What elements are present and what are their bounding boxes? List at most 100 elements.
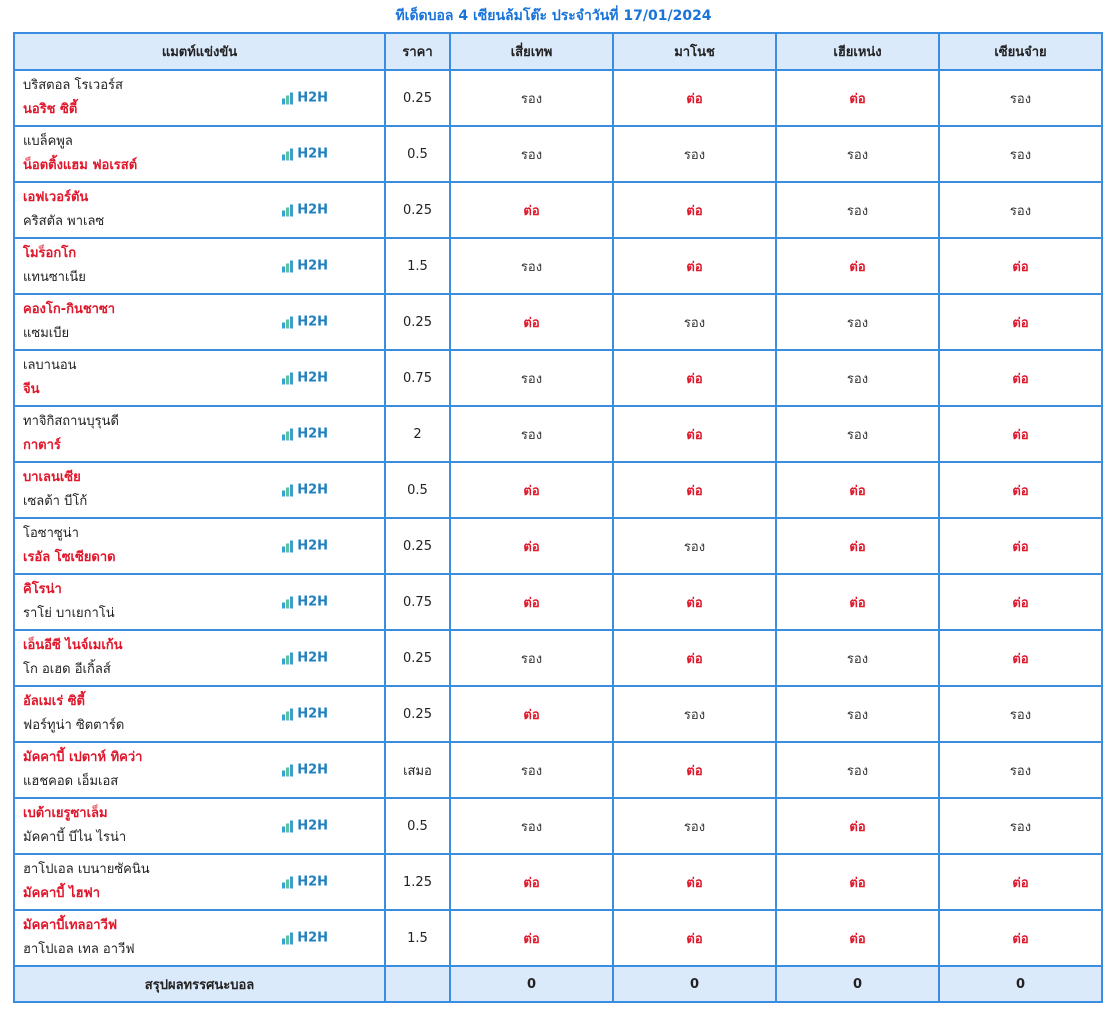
away-team-link[interactable]: มัคคาบี้ ไฮฟา [23,886,101,901]
home-team-link[interactable]: โมร็อกโก [23,246,77,261]
expert-pick: ต่อ [938,573,1103,631]
handicap-price: 1.5 [384,237,451,295]
h2h-label: H2H [297,874,328,890]
away-team-link[interactable]: นอริช ซิตี้ [23,102,78,117]
home-team-link[interactable]: เอฟเวอร์ตัน [23,190,89,205]
table-row: มัคคาบี้เทลอาวีฟ ฮาโปเอล เทล อาวีฟ H2H 1.5 ต… [13,909,1103,967]
home-team-link[interactable]: เอ็นอีซี ไนจ์เมเก้น [23,638,123,653]
match-cell: บาเลนเซียเซลต้า บีโก้ H2H [13,461,386,519]
home-team-link[interactable]: มัคคาบี้เทลอาวีฟ [23,918,118,933]
away-team-link[interactable]: แทนซาเนีย [23,270,86,285]
away-team-link[interactable]: แฮชคอด เอ็มเอส [23,774,119,789]
h2h-label: H2H [297,706,328,722]
expert-pick: รอง [449,741,614,799]
match-cell: เบต้าเยรูซาเล็มมัคคาบี้ บีไน ไรน่า H2H [13,797,386,855]
home-team-link[interactable]: เบต้าเยรูซาเล็ม [23,806,108,821]
home-team-link[interactable]: โอซาซูน่า [23,526,79,541]
expert-pick: รอง [449,69,614,127]
home-team-link[interactable]: ฮาโปเอล เบนายซัคนิน [23,862,150,877]
handicap-price: 0.25 [384,181,451,239]
home-team-link[interactable]: แบล็คพูล [23,134,73,149]
expert-pick: ต่อ [612,349,777,407]
h2h-link[interactable]: H2H [282,539,328,554]
h2h-link[interactable]: H2H [282,315,328,330]
h2h-label: H2H [297,594,328,610]
expert-pick: รอง [938,125,1103,183]
summary-score: 0 [775,965,940,1003]
h2h-link[interactable]: H2H [282,147,328,162]
away-team-link[interactable]: จีน [23,382,40,397]
h2h-link[interactable]: H2H [282,371,328,386]
home-team-link[interactable]: มัคคาบี้ เปตาห์ ทิคว่า [23,750,143,765]
handicap-price: 0.75 [384,573,451,631]
expert-pick: ต่อ [449,573,614,631]
expert-pick: ต่อ [612,461,777,519]
h2h-link[interactable]: H2H [282,651,328,666]
h2h-link[interactable]: H2H [282,595,328,610]
table-row: เลบานอน จีน H2H 0.75 รอง ต่อ รอง ต่อ [13,349,1103,407]
away-team-link[interactable]: ราโย่ บาเยกาโน่ [23,606,115,621]
match-cell: เลบานอนจีน H2H [13,349,386,407]
expert-pick: ต่อ [938,517,1103,575]
home-team-link[interactable]: คองโก-กินชาซา [23,302,116,317]
away-team-link[interactable]: คริสตัล พาเลซ [23,214,105,229]
away-team-link[interactable]: ฮาโปเอล เทล อาวีฟ [23,942,135,957]
h2h-link[interactable]: H2H [282,819,328,834]
expert-pick: ต่อ [938,853,1103,911]
h2h-link[interactable]: H2H [282,875,328,890]
expert-pick: ต่อ [449,181,614,239]
expert-pick: รอง [612,125,777,183]
bar-chart-icon [282,708,294,720]
home-team-link[interactable]: คิโรน่า [23,582,62,597]
expert-pick: ต่อ [775,573,940,631]
handicap-price: 2 [384,405,451,463]
expert-pick: รอง [449,629,614,687]
h2h-link[interactable]: H2H [282,203,328,218]
handicap-price: 0.5 [384,125,451,183]
expert-pick: ต่อ [449,685,614,743]
away-team-link[interactable]: เรอัล โซเซียดาด [23,550,116,565]
h2h-link[interactable]: H2H [282,259,328,274]
h2h-link[interactable]: H2H [282,91,328,106]
table-row: ฮาโปเอล เบนายซัคนิน มัคคาบี้ ไฮฟา H2H 1.25 ต… [13,853,1103,911]
h2h-label: H2H [297,818,328,834]
h2h-link[interactable]: H2H [282,931,328,946]
expert-pick: ต่อ [938,237,1103,295]
summary-score: 0 [449,965,614,1003]
h2h-link[interactable]: H2H [282,483,328,498]
home-team-link[interactable]: บริสตอล โรเวอร์ส [23,78,123,93]
table-row: บาเลนเซีย เซลต้า บีโก้ H2H 0.5 ต่อ ต่อ ต่อ ต่อ [13,461,1103,519]
expert-pick: รอง [775,181,940,239]
expert-pick: ต่อ [938,293,1103,351]
away-team-link[interactable]: แซมเบีย [23,326,70,341]
h2h-label: H2H [297,538,328,554]
away-team-link[interactable]: โก อเฮด อีเกิ้ลส์ [23,662,111,677]
h2h-link[interactable]: H2H [282,707,328,722]
away-team-link[interactable]: น็อตติ้งแฮม ฟอเรสต์ [23,158,138,173]
summary-score: 0 [938,965,1103,1003]
away-team-link[interactable]: กาตาร์ [23,438,61,453]
handicap-price: 0.5 [384,461,451,519]
expert-pick: รอง [775,405,940,463]
home-team-link[interactable]: เลบานอน [23,358,77,373]
expert-pick: ต่อ [449,909,614,967]
h2h-label: H2H [297,90,328,106]
h2h-link[interactable]: H2H [282,427,328,442]
away-team-link[interactable]: เซลต้า บีโก้ [23,494,88,509]
h2h-label: H2H [297,202,328,218]
expert-pick: ต่อ [938,405,1103,463]
match-cell: ฮาโปเอล เบนายซัคนินมัคคาบี้ ไฮฟา H2H [13,853,386,911]
handicap-price: เสมอ [384,741,451,799]
away-team-link[interactable]: ฟอร์ทูน่า ซิตตาร์ด [23,718,125,733]
summary-row: สรุปผลทรรศนะบอล 0 0 0 0 [13,965,1103,1003]
away-team-link[interactable]: มัคคาบี้ บีไน ไรน่า [23,830,127,845]
match-cell: ทาจิกิสถานบุรุนดีกาตาร์ H2H [13,405,386,463]
header-expert-1: เสี่ยเทพ [449,32,614,71]
h2h-label: H2H [297,314,328,330]
bar-chart-icon [282,372,294,384]
home-team-link[interactable]: ทาจิกิสถานบุรุนดี [23,414,119,429]
h2h-link[interactable]: H2H [282,763,328,778]
home-team-link[interactable]: บาเลนเซีย [23,470,81,485]
table-row: เอ็นอีซี ไนจ์เมเก้น โก อเฮด อีเกิ้ลส์ H2H 0… [13,629,1103,687]
home-team-link[interactable]: อัลเมเร่ ซิตี้ [23,694,86,709]
